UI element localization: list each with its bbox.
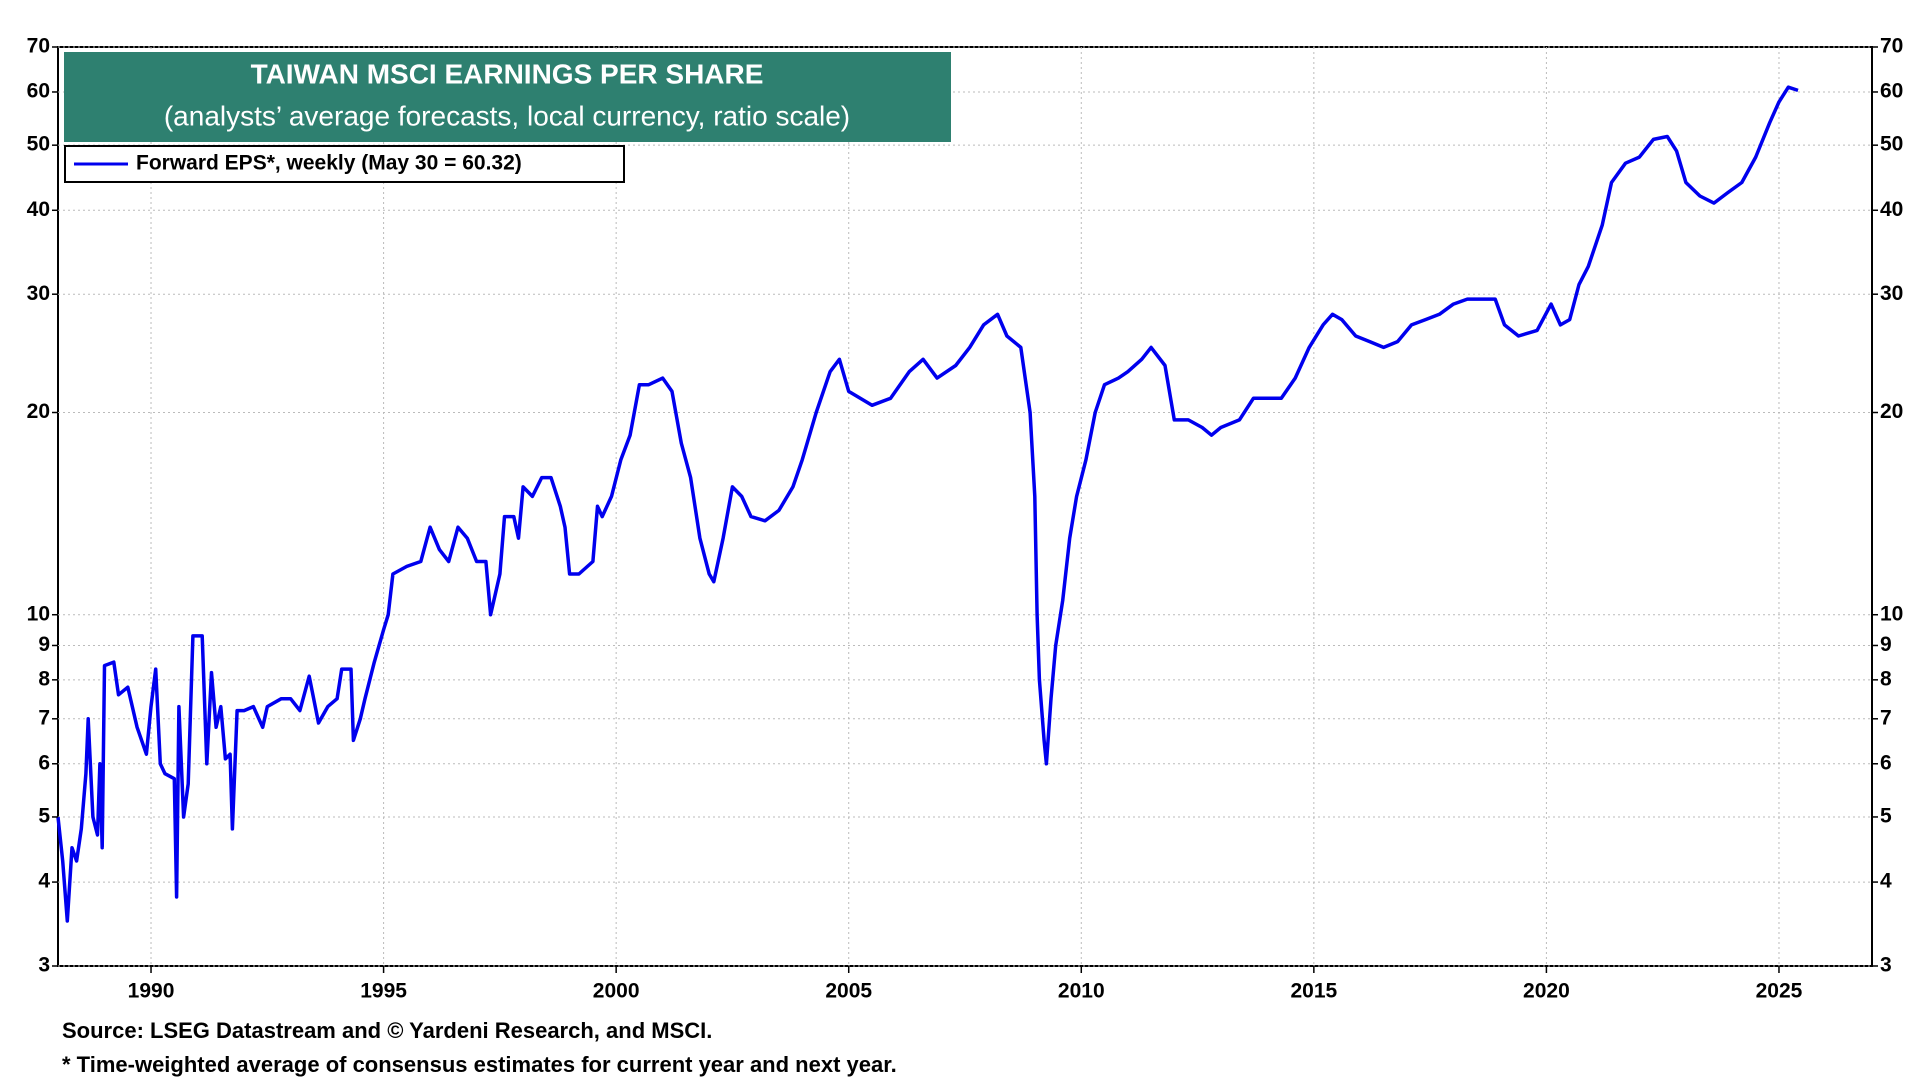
legend-label: Forward EPS*, weekly (May 30 = 60.32) xyxy=(136,152,522,175)
x-tick-label: 2005 xyxy=(825,980,872,1003)
chart-title: TAIWAN MSCI EARNINGS PER SHARE xyxy=(251,58,764,89)
y-tick-label: 70 xyxy=(27,35,50,58)
y2-tick-label: 10 xyxy=(1880,602,1903,625)
y2-tick-label: 3 xyxy=(1880,954,1892,977)
source-note: Source: LSEG Datastream and © Yardeni Re… xyxy=(62,1018,712,1043)
x-tick-label: 2025 xyxy=(1756,980,1803,1003)
y-tick-label: 40 xyxy=(27,198,50,221)
x-tick-label: 2020 xyxy=(1523,980,1570,1003)
y2-tick-label: 30 xyxy=(1880,282,1903,305)
y-tick-label: 50 xyxy=(27,133,50,156)
y-tick-label: 9 xyxy=(38,633,50,656)
y-tick-label: 6 xyxy=(38,751,50,774)
x-tick-label: 2010 xyxy=(1058,980,1105,1003)
y2-tick-label: 6 xyxy=(1880,751,1892,774)
y2-tick-label: 20 xyxy=(1880,400,1903,423)
y2-tick-label: 5 xyxy=(1880,805,1892,828)
title-box xyxy=(64,52,951,142)
y-tick-label: 4 xyxy=(38,870,50,893)
chart-subtitle: (analysts’ average forecasts, local curr… xyxy=(164,100,850,131)
plot-frame xyxy=(57,46,1873,967)
y2-tick-label: 9 xyxy=(1880,633,1892,656)
y-tick-label: 8 xyxy=(38,667,50,690)
data-line xyxy=(56,85,1799,923)
y2-tick-label: 4 xyxy=(1880,870,1892,893)
x-tick-label: 2000 xyxy=(593,980,640,1003)
y-tick-label: 3 xyxy=(38,954,50,977)
y2-tick-label: 60 xyxy=(1880,80,1903,103)
legend-box xyxy=(64,145,625,183)
y-tick-label: 30 xyxy=(27,282,50,305)
y2-tick-label: 40 xyxy=(1880,198,1903,221)
y-tick-label: 7 xyxy=(38,706,50,729)
y-tick-label: 20 xyxy=(27,400,50,423)
x-tick-label: 1990 xyxy=(128,980,175,1003)
y2-tick-label: 50 xyxy=(1880,133,1903,156)
y2-tick-label: 8 xyxy=(1880,667,1892,690)
y-tick-label: 60 xyxy=(27,80,50,103)
y2-tick-label: 70 xyxy=(1880,35,1903,58)
y-tick-label: 10 xyxy=(27,602,50,625)
x-tick-label: 1995 xyxy=(360,980,407,1003)
y-tick-label: 5 xyxy=(38,805,50,828)
y2-tick-label: 7 xyxy=(1880,706,1892,729)
footnote: * Time-weighted average of consensus est… xyxy=(62,1052,897,1077)
x-tick-label: 2015 xyxy=(1290,980,1337,1003)
